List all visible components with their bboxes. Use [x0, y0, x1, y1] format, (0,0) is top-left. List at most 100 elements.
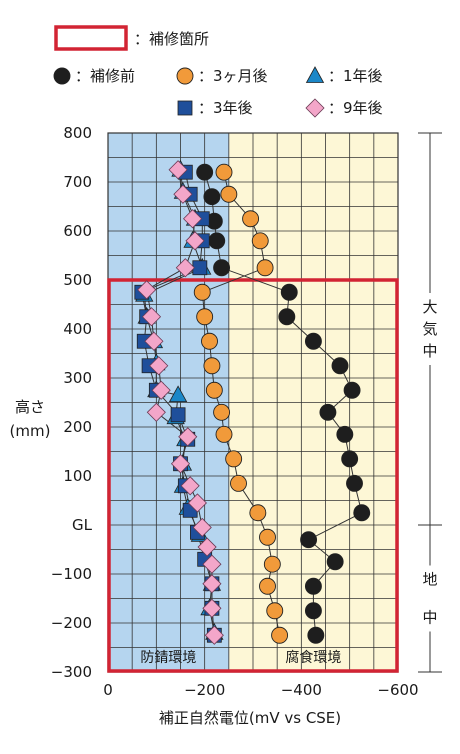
legend-marker-y9	[305, 98, 325, 118]
data-point-before	[203, 188, 221, 206]
data-point-before	[300, 531, 318, 549]
y-tick-label: 500	[63, 271, 92, 289]
data-point-m3	[271, 626, 289, 644]
x-tick-label: 0	[103, 681, 113, 699]
zone-label: 大	[422, 298, 437, 316]
data-point-before	[307, 626, 325, 644]
data-point-m3	[251, 232, 269, 250]
anticorrosion-label: 防錆環境	[140, 649, 196, 666]
data-point-before	[336, 425, 354, 443]
data-point-y9	[183, 209, 203, 229]
data-point-m3	[266, 602, 284, 620]
data-point-before	[196, 163, 214, 181]
data-point-y3	[192, 260, 208, 276]
data-point-y9	[170, 454, 191, 474]
legend-repair-label: ：補修箇所	[134, 30, 209, 48]
data-point-y9	[202, 574, 222, 594]
data-point-before	[280, 283, 298, 301]
data-point-y3	[170, 407, 186, 423]
data-point-before	[213, 259, 231, 277]
legend-marker-m3	[176, 67, 194, 85]
data-point-m3	[203, 357, 221, 375]
data-point-y9	[192, 517, 212, 538]
legend-repair-swatch	[54, 25, 128, 51]
zone-label: 地	[422, 571, 437, 589]
data-point-y9	[149, 356, 169, 376]
repair-area-frame	[107, 278, 399, 673]
data-point-y9	[137, 280, 157, 300]
data-point-before	[353, 504, 371, 522]
x-tick-label: −600	[377, 681, 418, 699]
data-point-before	[331, 357, 349, 375]
data-point-y1	[168, 385, 188, 403]
x-tick-label: −400	[281, 681, 322, 699]
zone-label: 気	[422, 320, 437, 338]
data-point-m3	[259, 577, 276, 595]
data-point-before	[319, 403, 337, 421]
y-tick-label: GL	[72, 516, 93, 534]
data-point-y9	[204, 625, 224, 645]
data-point-y9	[173, 184, 193, 204]
data-point-m3	[215, 425, 233, 443]
data-point-y9	[144, 331, 164, 351]
y-tick-label: 700	[63, 173, 92, 191]
data-point-y9	[180, 476, 200, 496]
data-point-m3	[193, 283, 211, 301]
data-point-m3	[201, 332, 218, 350]
y-tick-label: 600	[63, 222, 92, 240]
data-point-m3	[263, 555, 281, 573]
data-point-y9	[151, 380, 171, 400]
legend-label-y3: ：3年後	[198, 99, 253, 117]
y-tick-label: 400	[63, 320, 92, 338]
corrosion-label: 腐食環境	[285, 649, 341, 666]
data-point-before	[304, 332, 322, 350]
data-point-before	[208, 232, 226, 250]
y-axis-title: (mm)	[10, 422, 51, 440]
data-point-m3	[225, 450, 243, 468]
data-point-m3	[249, 504, 267, 522]
data-point-m3	[196, 308, 214, 326]
x-axis-title: 補正自然電位(mV vs CSE)	[159, 709, 341, 727]
y-tick-label: 300	[63, 369, 92, 387]
data-point-y9	[197, 537, 217, 557]
y-tick-label: 800	[63, 124, 92, 142]
legend-marker-y1	[305, 66, 325, 83]
y-tick-label: −100	[51, 565, 92, 583]
y-tick-label: −300	[51, 663, 92, 681]
y-tick-label: −200	[51, 614, 92, 632]
y-axis-title: 高さ	[15, 398, 45, 416]
zone-label-mask	[420, 565, 440, 632]
data-point-m3	[242, 210, 260, 228]
data-point-before	[278, 308, 296, 326]
data-point-m3	[230, 474, 247, 492]
data-point-y9	[175, 258, 195, 278]
legend-label-y9: ：9年後	[328, 99, 383, 117]
data-point-y9	[146, 402, 166, 422]
legend-label-y1: ：1年後	[328, 67, 383, 85]
data-point-m3	[259, 528, 276, 546]
data-point-y9	[187, 493, 207, 513]
data-point-before	[304, 577, 322, 595]
legend-marker-before	[53, 67, 71, 85]
data-point-y9	[141, 307, 162, 327]
data-point-y9	[168, 160, 188, 180]
y-tick-label: 100	[63, 467, 92, 485]
data-point-before	[326, 553, 344, 571]
zone-label: 中	[422, 609, 437, 627]
data-point-before	[341, 450, 359, 468]
legend-label-m3: ：3ヶ月後	[198, 67, 268, 85]
data-point-m3	[220, 185, 238, 203]
data-point-y9	[178, 427, 198, 447]
x-tick-label: −200	[184, 681, 225, 699]
data-point-before	[343, 381, 361, 399]
y-tick-label: 200	[63, 418, 92, 436]
legend-label-before: ：補修前	[75, 67, 135, 85]
data-point-m3	[205, 381, 223, 399]
data-point-before	[346, 474, 363, 492]
data-point-y9	[202, 554, 222, 574]
data-point-before	[304, 602, 322, 620]
data-point-y9	[185, 231, 205, 251]
data-point-m3	[215, 163, 233, 181]
